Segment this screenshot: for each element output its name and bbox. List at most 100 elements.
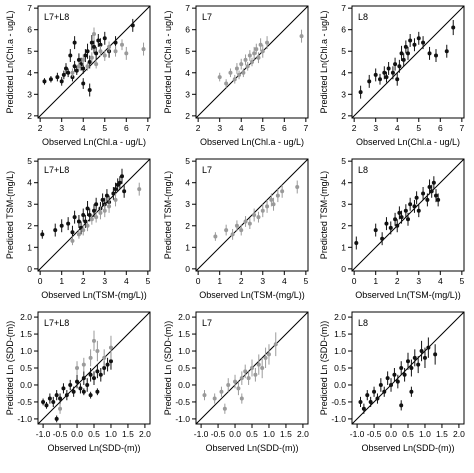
data-point xyxy=(367,79,372,84)
data-point xyxy=(243,219,248,224)
x-tick-label: 7 xyxy=(303,123,308,133)
data-point xyxy=(70,70,75,75)
data-point xyxy=(44,403,49,408)
x-tick-label: 0 xyxy=(38,276,43,286)
data-point xyxy=(85,64,90,69)
x-tick-label: 4 xyxy=(438,276,443,286)
y-tick-label: 1.5 xyxy=(20,329,32,339)
data-point xyxy=(269,197,274,202)
data-point xyxy=(213,234,218,239)
y-tick-label: 1 xyxy=(185,242,190,252)
plot-frame xyxy=(37,158,151,272)
data-point xyxy=(120,42,124,47)
data-point xyxy=(254,47,259,52)
y-tick-label: 3 xyxy=(341,199,346,209)
data-point xyxy=(373,228,378,233)
data-point xyxy=(47,396,52,401)
data-point xyxy=(373,72,378,77)
x-tick-label: 1 xyxy=(217,276,222,286)
x-tick-label: 3 xyxy=(373,123,378,133)
data-point xyxy=(71,389,76,394)
data-point xyxy=(372,389,377,394)
panel-label: L7 xyxy=(202,318,212,328)
y-tick-label: 3 xyxy=(185,89,190,99)
y-tick-label: 2 xyxy=(341,221,346,231)
panel-label: L7 xyxy=(202,165,212,175)
x-tick-label: 4 xyxy=(81,123,86,133)
data-point xyxy=(403,208,408,213)
data-point xyxy=(273,342,278,347)
data-point xyxy=(102,53,107,58)
x-tick-label: 1.0 xyxy=(419,429,431,439)
data-point xyxy=(250,60,254,64)
data-point xyxy=(271,202,276,207)
data-point xyxy=(416,208,421,213)
x-tick-label: -1.0 xyxy=(350,429,365,439)
data-point xyxy=(422,355,427,360)
data-point xyxy=(89,40,94,45)
data-point xyxy=(100,197,105,202)
data-point xyxy=(108,359,113,364)
x-axis-label: Observed Ln(TSM-(mg/L)) xyxy=(355,290,461,300)
data-point xyxy=(386,66,391,71)
data-point xyxy=(41,399,46,404)
data-point xyxy=(55,75,60,80)
x-tick-label: 2 xyxy=(196,123,201,133)
x-tick-label: 3 xyxy=(416,276,421,286)
data-point xyxy=(94,215,99,220)
data-point xyxy=(247,221,252,226)
data-point xyxy=(66,221,71,226)
data-point xyxy=(94,51,99,56)
x-tick-label: 0.5 xyxy=(402,429,414,439)
data-point xyxy=(232,77,237,82)
data-point xyxy=(365,393,370,398)
x-tick-label: 2 xyxy=(239,276,244,286)
data-point xyxy=(222,406,227,411)
x-tick-label: 0 xyxy=(196,276,201,286)
x-tick-label: 1.0 xyxy=(105,429,117,439)
data-point xyxy=(243,57,248,62)
data-point xyxy=(81,376,86,381)
y-axis-label: Predicted Ln(Chl.a - ug/L) xyxy=(319,10,329,113)
one-to-one-line xyxy=(38,312,150,424)
data-point xyxy=(217,75,222,80)
data-point xyxy=(234,223,239,228)
data-point xyxy=(234,66,239,71)
x-tick-label: 0.5 xyxy=(246,429,258,439)
data-point xyxy=(102,355,107,360)
data-point xyxy=(402,372,407,377)
panel-label: L7+L8 xyxy=(44,318,69,328)
data-point xyxy=(64,393,69,398)
data-point xyxy=(403,44,408,49)
data-point xyxy=(92,208,96,213)
data-point xyxy=(256,362,261,367)
y-tick-label: 5 xyxy=(185,156,190,166)
data-point xyxy=(427,51,432,56)
data-point xyxy=(406,359,410,364)
data-point xyxy=(397,64,402,69)
data-point xyxy=(361,406,366,411)
data-point xyxy=(246,376,251,381)
y-tick-label: 2.0 xyxy=(20,312,32,322)
x-axis-label: Observed Ln(TSM-(mg/L)) xyxy=(199,290,305,300)
x-tick-label: 0 xyxy=(352,276,357,286)
x-tick-label: 6 xyxy=(282,123,287,133)
x-tick-label: 7 xyxy=(459,123,464,133)
data-point xyxy=(107,204,112,209)
x-tick-label: 6 xyxy=(124,123,129,133)
data-point xyxy=(81,66,86,71)
data-point xyxy=(72,40,77,45)
x-tick-label: 4 xyxy=(239,123,244,133)
y-tick-label: -0.5 xyxy=(17,397,32,407)
data-point xyxy=(416,362,421,367)
data-point xyxy=(228,70,233,75)
data-point xyxy=(87,60,92,64)
data-point xyxy=(233,379,238,384)
y-tick-label: 5 xyxy=(27,156,32,166)
data-point xyxy=(51,399,56,404)
data-point xyxy=(81,213,86,217)
data-point xyxy=(105,362,110,367)
y-tick-label: 2 xyxy=(27,111,32,121)
data-point xyxy=(224,81,229,86)
